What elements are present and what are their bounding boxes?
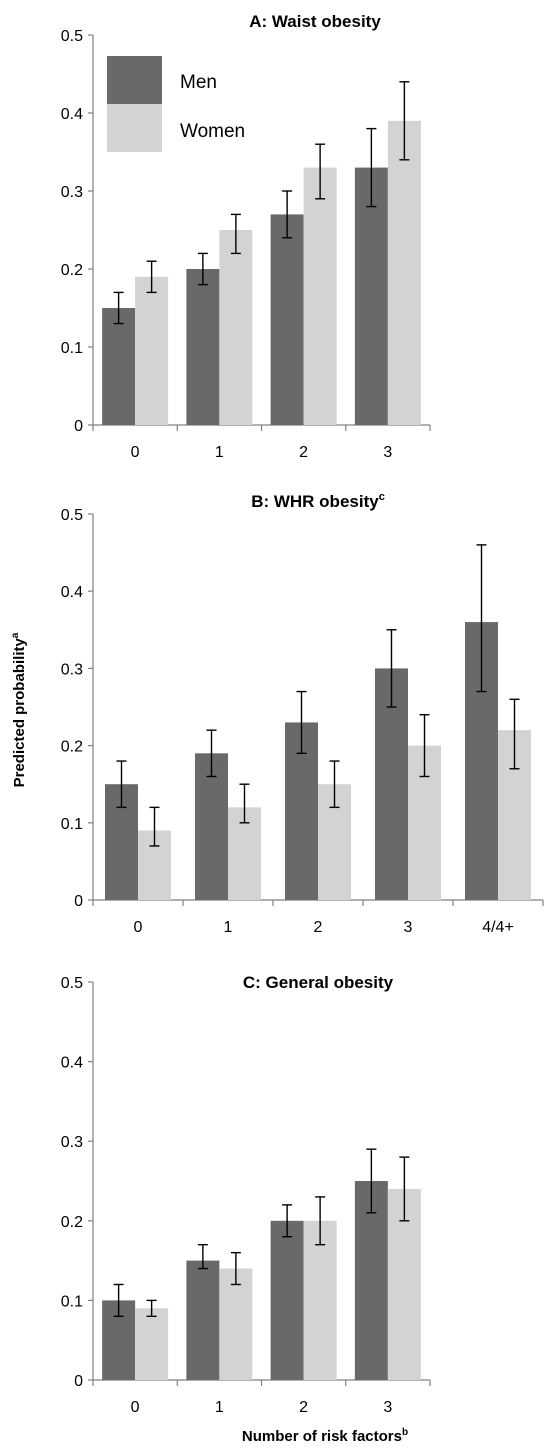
error-bar-men (366, 1148, 377, 1214)
bar-women-0 (135, 276, 169, 425)
panel-title-text: C: General obesity (243, 973, 394, 992)
x-tick-label: 1 (215, 444, 224, 461)
error-bar-men (296, 690, 307, 755)
error-bar-women (230, 1251, 241, 1286)
panel-title: C: General obesity (243, 973, 394, 992)
panel-title: B: WHR obesityc (251, 491, 385, 511)
error-bar-men (386, 629, 397, 708)
y-tick-label: 0.1 (61, 816, 83, 833)
error-bar-women (399, 81, 410, 161)
chart-panel-1: A: Waist obesity 0 0.1 0.2 0.3 0.4 0.5 0 1 2 3 (61, 12, 431, 461)
y-tick-label: 0.5 (61, 507, 83, 524)
error-bar-women (230, 213, 241, 255)
error-bar-men (197, 1243, 208, 1270)
panel-title-text: B: WHR obesity (251, 492, 379, 511)
error-bar-men (116, 760, 127, 809)
x-tick-label: 3 (404, 919, 413, 936)
y-tick-label: 0 (74, 418, 83, 435)
bar-women-3 (387, 120, 421, 426)
x-tick-label: 3 (383, 1399, 392, 1416)
x-tick-label: 2 (299, 444, 308, 461)
legend: Men Women (107, 56, 245, 152)
error-bar-men (206, 729, 217, 778)
x-tick-label: 3 (383, 444, 392, 461)
bar-men-3 (354, 1181, 388, 1380)
bar-men-2 (270, 1220, 304, 1380)
bar-men-1 (186, 269, 220, 425)
chart-panel-2: B: WHR obesityc 0 0.1 0.2 0.3 0.4 0.5 0 1 2 3 4/4+ (61, 491, 544, 936)
y-tick-label: 0.2 (61, 1214, 83, 1231)
error-bar-women (329, 760, 340, 809)
y-tick-label: 0.5 (61, 28, 83, 45)
x-tick-label: 0 (131, 1399, 140, 1416)
bar-women-2 (303, 167, 337, 425)
error-bar-women (239, 783, 250, 824)
legend-swatch-women (107, 104, 162, 152)
x-tick-label: 4/4+ (482, 919, 514, 936)
y-tick-label: 0.1 (61, 1293, 83, 1310)
error-bar-women (315, 1196, 326, 1246)
error-bar-women (146, 260, 157, 294)
panel-title-sup: c (379, 491, 385, 503)
error-bar-men (282, 190, 293, 239)
bar-men-2 (270, 214, 304, 425)
error-bar-women (509, 698, 520, 770)
y-axis-title-text: Predicted probability (11, 638, 28, 788)
chart-panel-3: C: General obesity 0 0.1 0.2 0.3 0.4 0.5 0 1 2 3 (61, 973, 431, 1416)
bar-women-1 (219, 230, 253, 425)
legend-label-women: Women (180, 121, 245, 142)
y-tick-label: 0.4 (61, 106, 83, 123)
error-bar-men (366, 127, 377, 208)
x-axis-title-text: Number of risk factors (242, 1428, 402, 1445)
y-axis-title: Predicted probabilitya (10, 632, 28, 787)
x-tick-label: 1 (224, 919, 233, 936)
y-axis-title-sup: a (10, 632, 21, 638)
error-bar-women (399, 1156, 410, 1222)
error-bar-men (113, 291, 124, 325)
y-tick-label: 0 (74, 893, 83, 910)
error-bar-men (282, 1204, 293, 1238)
x-tick-label: 0 (131, 444, 140, 461)
error-bar-men (476, 544, 487, 693)
y-tick-label: 0.4 (61, 1055, 83, 1072)
error-bar-women (315, 143, 326, 200)
y-tick-label: 0.2 (61, 262, 83, 279)
y-tick-label: 0.5 (61, 975, 83, 992)
error-bar-women (146, 1299, 157, 1318)
x-axis-title-sup: b (402, 1427, 408, 1438)
bar-men-3 (354, 167, 388, 425)
y-tick-label: 0.1 (61, 340, 83, 357)
bar-men-1 (186, 1260, 220, 1380)
panel-title: A: Waist obesity (249, 12, 381, 31)
y-tick-label: 0.2 (61, 739, 83, 756)
y-tick-label: 0.3 (61, 184, 83, 201)
x-tick-label: 0 (134, 919, 143, 936)
y-tick-label: 0.4 (61, 584, 83, 601)
panel-title-text: A: Waist obesity (249, 12, 381, 31)
error-bar-women (149, 806, 160, 847)
y-tick-label: 0.3 (61, 1134, 83, 1151)
legend-label-men: Men (180, 72, 217, 93)
bar-women-2 (303, 1220, 337, 1380)
error-bar-women (419, 714, 430, 778)
legend-swatch-men (107, 56, 162, 104)
bar-men-1 (195, 753, 228, 900)
bar-women-0 (135, 1308, 169, 1380)
error-bar-men (113, 1283, 124, 1318)
y-tick-label: 0.3 (61, 661, 83, 678)
x-axis-title: Number of risk factorsb (242, 1427, 408, 1445)
bar-men-0 (102, 308, 136, 425)
error-bar-men (197, 252, 208, 286)
x-tick-label: 1 (215, 1399, 224, 1416)
x-tick-label: 2 (314, 919, 323, 936)
y-tick-label: 0 (74, 1373, 83, 1390)
x-tick-label: 2 (299, 1399, 308, 1416)
bar-women-1 (219, 1268, 253, 1380)
